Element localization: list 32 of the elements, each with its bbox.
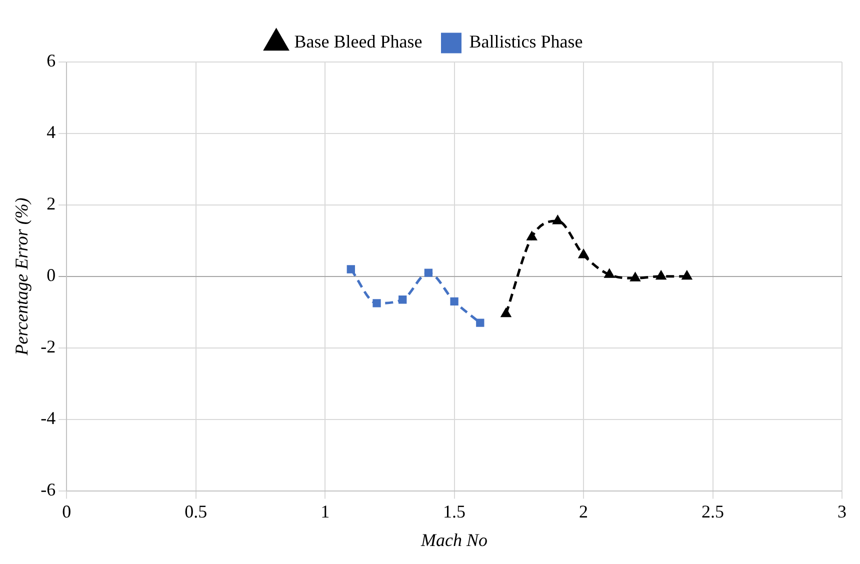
point [527,232,537,240]
point [630,272,640,282]
x-tick-label: 3 [838,501,846,522]
y-axis-title: Percentage Error (%) [12,198,32,356]
y-tick-label: 4 [46,122,56,142]
y-tick-label: -4 [40,408,56,428]
x-tick-label: 1 [320,501,330,522]
point [604,269,614,278]
point [398,296,407,304]
point [682,271,692,280]
legend-label: Ballistics Phase [469,32,583,52]
y-tick-label: 0 [46,265,56,286]
point [424,268,433,277]
point [450,297,458,306]
x-tick-label: 0 [62,501,72,522]
y-tick-label: 6 [46,50,56,71]
point [346,265,355,274]
y-tick-label: 2 [46,194,56,214]
point [501,308,511,318]
y-tick-label: -6 [40,480,56,500]
x-tick-label: 0.5 [184,501,208,522]
x-tick-label: 2.5 [702,501,724,522]
point [552,216,562,224]
point [656,271,666,280]
y-tick-label: -2 [40,336,56,357]
point [476,318,484,327]
x-tick-label: 1.5 [443,501,466,522]
x-tick-label: 2 [579,501,588,522]
point [578,250,588,258]
legend-label: Base Bleed Phase [294,32,422,52]
x-axis-title: Mach No [420,530,488,550]
point [372,299,381,308]
